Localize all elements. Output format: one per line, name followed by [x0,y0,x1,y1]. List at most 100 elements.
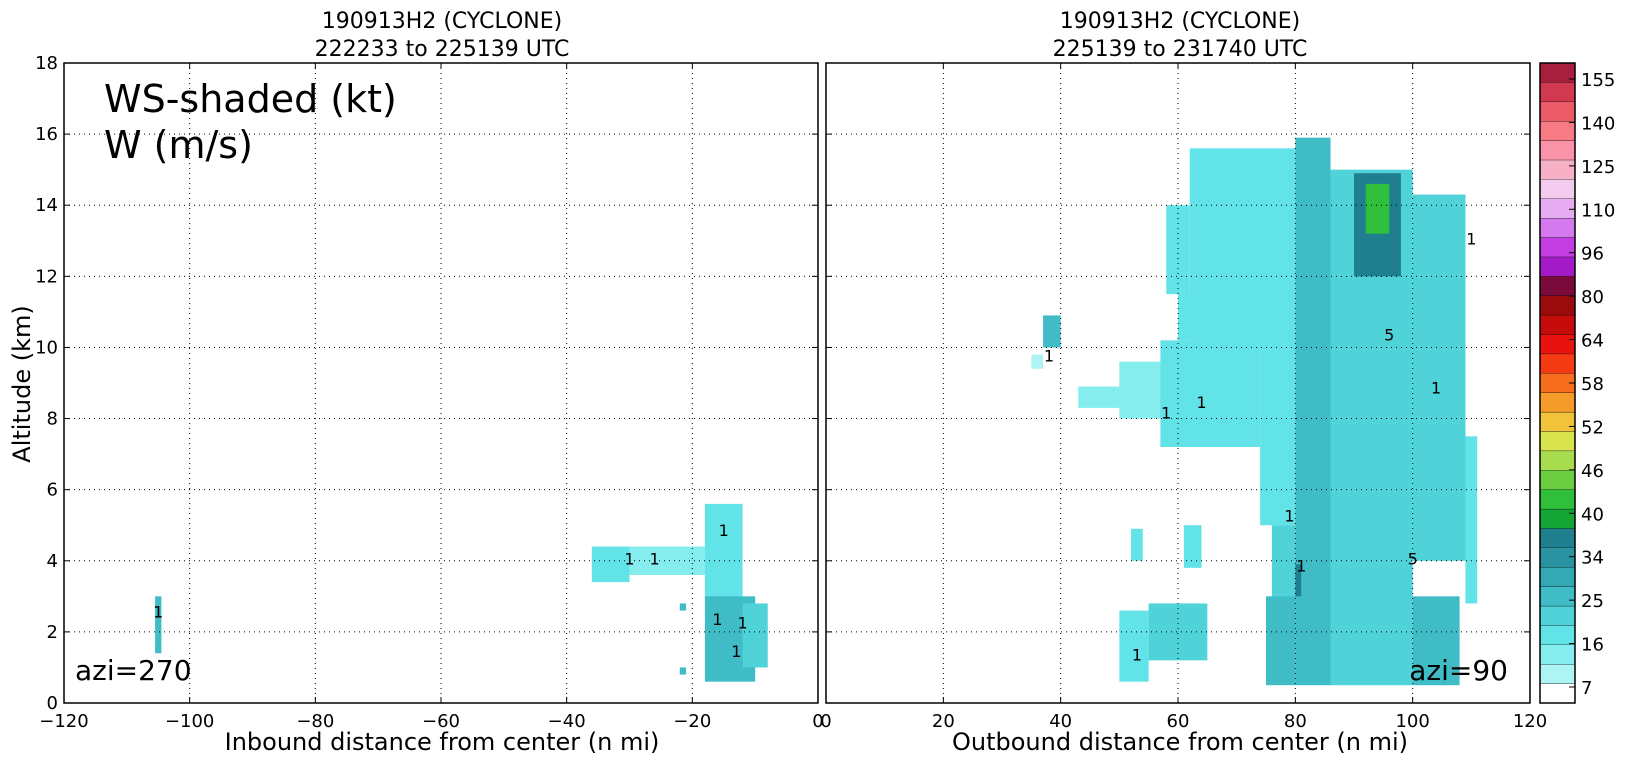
colorbar-swatch [1539,431,1576,452]
w-units-label: W (m/s) [104,123,253,167]
left-x-tick-label: −80 [296,711,334,732]
right-echo-region [1131,528,1143,561]
y-tick-label: 12 [35,266,58,287]
y-axis-label: Altitude (km) [8,305,36,462]
left-w-contour-label: 1 [650,549,660,568]
colorbar-swatch [1539,159,1576,180]
colorbar-tick-label: 155 [1581,70,1615,91]
colorbar-tick-label: 46 [1581,461,1604,482]
right-echo-region [1365,183,1390,234]
colorbar-swatch [1539,392,1576,413]
colorbar: 155 140 125 110 96 80 64 58 52 46 40 34 25 16 7 [1539,62,1615,704]
left-x-tick-label: −20 [673,711,711,732]
right-w-contour-label: 1 [1296,556,1306,575]
right-azimuth-label: azi=90 [1409,654,1508,687]
right-x-tick-label: 120 [1513,711,1547,732]
colorbar-swatch [1539,411,1576,432]
colorbar-swatch [1539,567,1576,587]
right-x-tick-label: 100 [1395,711,1429,732]
colorbar-swatch [1539,237,1576,258]
right-w-contour-label: 1 [1284,507,1294,526]
right-x-tick-label: 0 [820,711,831,732]
right-x-tick-label: 20 [932,711,955,732]
right-echo-region [1031,354,1044,369]
right-x-tick-label: 80 [1284,711,1307,732]
y-tick-label: 18 [35,53,58,74]
right-x-axis-label: Outbound distance from center (n mi) [952,728,1408,756]
colorbar-swatch [1539,334,1576,355]
left-echo-region [742,603,768,668]
left-w-contour-label: 1 [624,549,634,568]
left-w-contour-label: 1 [719,521,729,540]
left-x-tick-label: −60 [422,711,460,732]
colorbar-swatch [1539,256,1576,277]
left-echo-region [155,596,162,654]
left-w-contour-label: 1 [153,603,163,622]
y-tick-label: 2 [47,622,58,643]
right-title-line2: 225139 to 231740 UTC [1053,37,1308,62]
right-x-tick-label: 40 [1049,711,1072,732]
colorbar-swatch [1539,314,1576,335]
left-azimuth-label: azi=270 [75,654,192,687]
colorbar-swatch [1539,586,1576,607]
y-tick-label: 6 [47,480,58,501]
right-w-contour-label: 5 [1384,325,1394,344]
colorbar-swatch [1539,547,1576,568]
left-x-tick-label: 0 [812,711,823,732]
right-w-contour-label: 1 [1132,645,1142,664]
left-x-tick-label: −120 [39,711,88,732]
left-x-axis-label: Inbound distance from center (n mi) [225,728,660,756]
colorbar-swatch [1539,218,1576,238]
colorbar-swatch [1539,605,1576,626]
right-echo-region [1412,596,1460,686]
colorbar-tick-label: 34 [1581,548,1604,569]
colorbar-swatch [1539,179,1576,199]
colorbar-tick-label: 96 [1581,244,1604,265]
colorbar-swatch [1539,276,1576,296]
colorbar-tick-label: 64 [1581,331,1604,352]
right-echo-region [1043,315,1061,348]
left-echo-region [591,546,630,583]
left-echo-region [679,603,687,611]
colorbar-swatch [1539,489,1576,510]
colorbar-swatch [1539,353,1576,374]
right-echo-region [1465,436,1478,604]
left-x-tick-label: −100 [165,711,214,732]
left-w-contour-label: 1 [712,610,722,629]
colorbar-tick-label: 125 [1581,157,1615,178]
colorbar-swatch [1539,82,1576,102]
colorbar-swatch [1539,121,1576,141]
left-axes-frame [63,62,819,704]
y-tick-label: 10 [35,337,58,358]
colorbar-swatch [1539,101,1576,122]
colorbar-tick-label: 40 [1581,504,1604,525]
right-echo-region [1412,194,1466,561]
colorbar-tick-label: 110 [1581,200,1615,221]
y-tick-label: 4 [47,551,58,572]
right-w-contour-label: 1 [1196,393,1206,412]
colorbar-tick-label: 80 [1581,287,1604,308]
colorbar-swatch [1539,450,1576,471]
left-echo-region [679,667,687,675]
colorbar-swatch [1539,644,1576,665]
right-echo-region [1119,610,1149,682]
right-echo-region [1189,148,1296,348]
colorbar-swatch [1539,664,1576,684]
left-echo-region [629,546,705,575]
colorbar-tick-label: 25 [1581,591,1604,612]
right-echo-region [1183,525,1202,568]
left-title-line2: 222233 to 225139 UTC [315,37,570,62]
y-tick-label: 16 [35,124,58,145]
left-x-tick-label: −40 [548,711,586,732]
colorbar-tick-label: 16 [1581,635,1604,656]
colorbar-swatch [1539,140,1576,161]
right-echo-region [1166,205,1190,295]
right-w-contour-label: 1 [1044,347,1054,366]
y-tick-label: 8 [47,409,58,430]
left-w-contour-label: 1 [738,613,748,632]
left-title-line1: 190913H2 (CYCLONE) [322,9,562,34]
left-echo-region [704,503,743,604]
colorbar-swatch [1539,625,1576,645]
